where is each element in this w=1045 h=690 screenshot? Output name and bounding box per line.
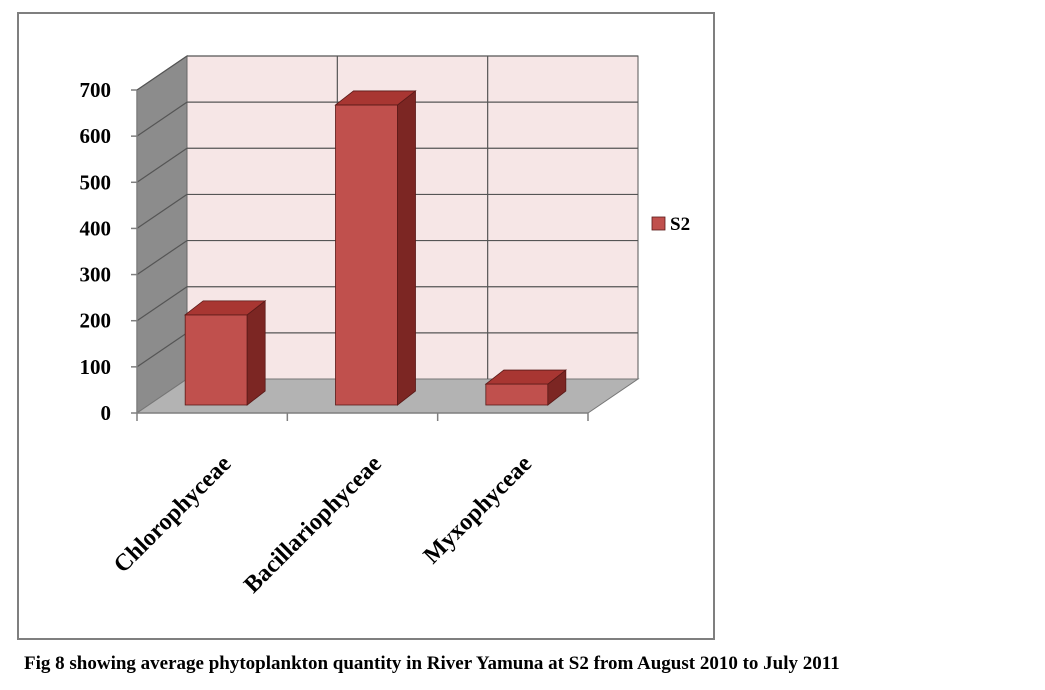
x-tick-label: Myxophyceae	[419, 451, 538, 570]
y-tick-label: 0	[101, 401, 112, 425]
bar	[335, 104, 398, 406]
bar-top	[484, 369, 567, 385]
x-tick-label: Bacillariophyceae	[239, 451, 387, 599]
side-gridline	[136, 101, 188, 137]
bar-top	[334, 90, 417, 106]
side-gridline	[136, 286, 188, 322]
y-tick-label: 300	[80, 263, 112, 287]
side-gridline	[136, 55, 188, 91]
y-tick-label: 400	[80, 216, 112, 240]
legend-label: S2	[670, 214, 690, 235]
y-tick-label: 200	[80, 309, 112, 333]
bar	[485, 383, 549, 406]
y-tick-label: 700	[80, 78, 112, 102]
bar-side	[397, 90, 416, 406]
side-gridline	[136, 193, 188, 229]
figure-caption: Fig 8 showing average phytoplankton quan…	[24, 653, 840, 674]
side-wall	[136, 55, 188, 414]
y-tick-label: 100	[80, 355, 112, 379]
legend-swatch	[651, 216, 666, 231]
side-gridline	[136, 240, 188, 276]
x-axis-labels: Chlorophyceae Bacillariophyceae Myxophycea…	[109, 451, 537, 599]
side-gridline	[136, 332, 188, 368]
x-tick-label: Chlorophyceae	[109, 451, 237, 579]
y-tick-label: 500	[80, 170, 112, 194]
y-axis: 0 100 200 300 400 500 600 700	[80, 78, 589, 425]
y-tick-label: 600	[80, 124, 112, 148]
legend: S2	[651, 214, 690, 235]
bar	[184, 314, 248, 406]
bar-side	[246, 300, 266, 406]
side-gridline	[136, 147, 188, 183]
bars	[184, 90, 567, 406]
bar-top	[184, 300, 267, 316]
